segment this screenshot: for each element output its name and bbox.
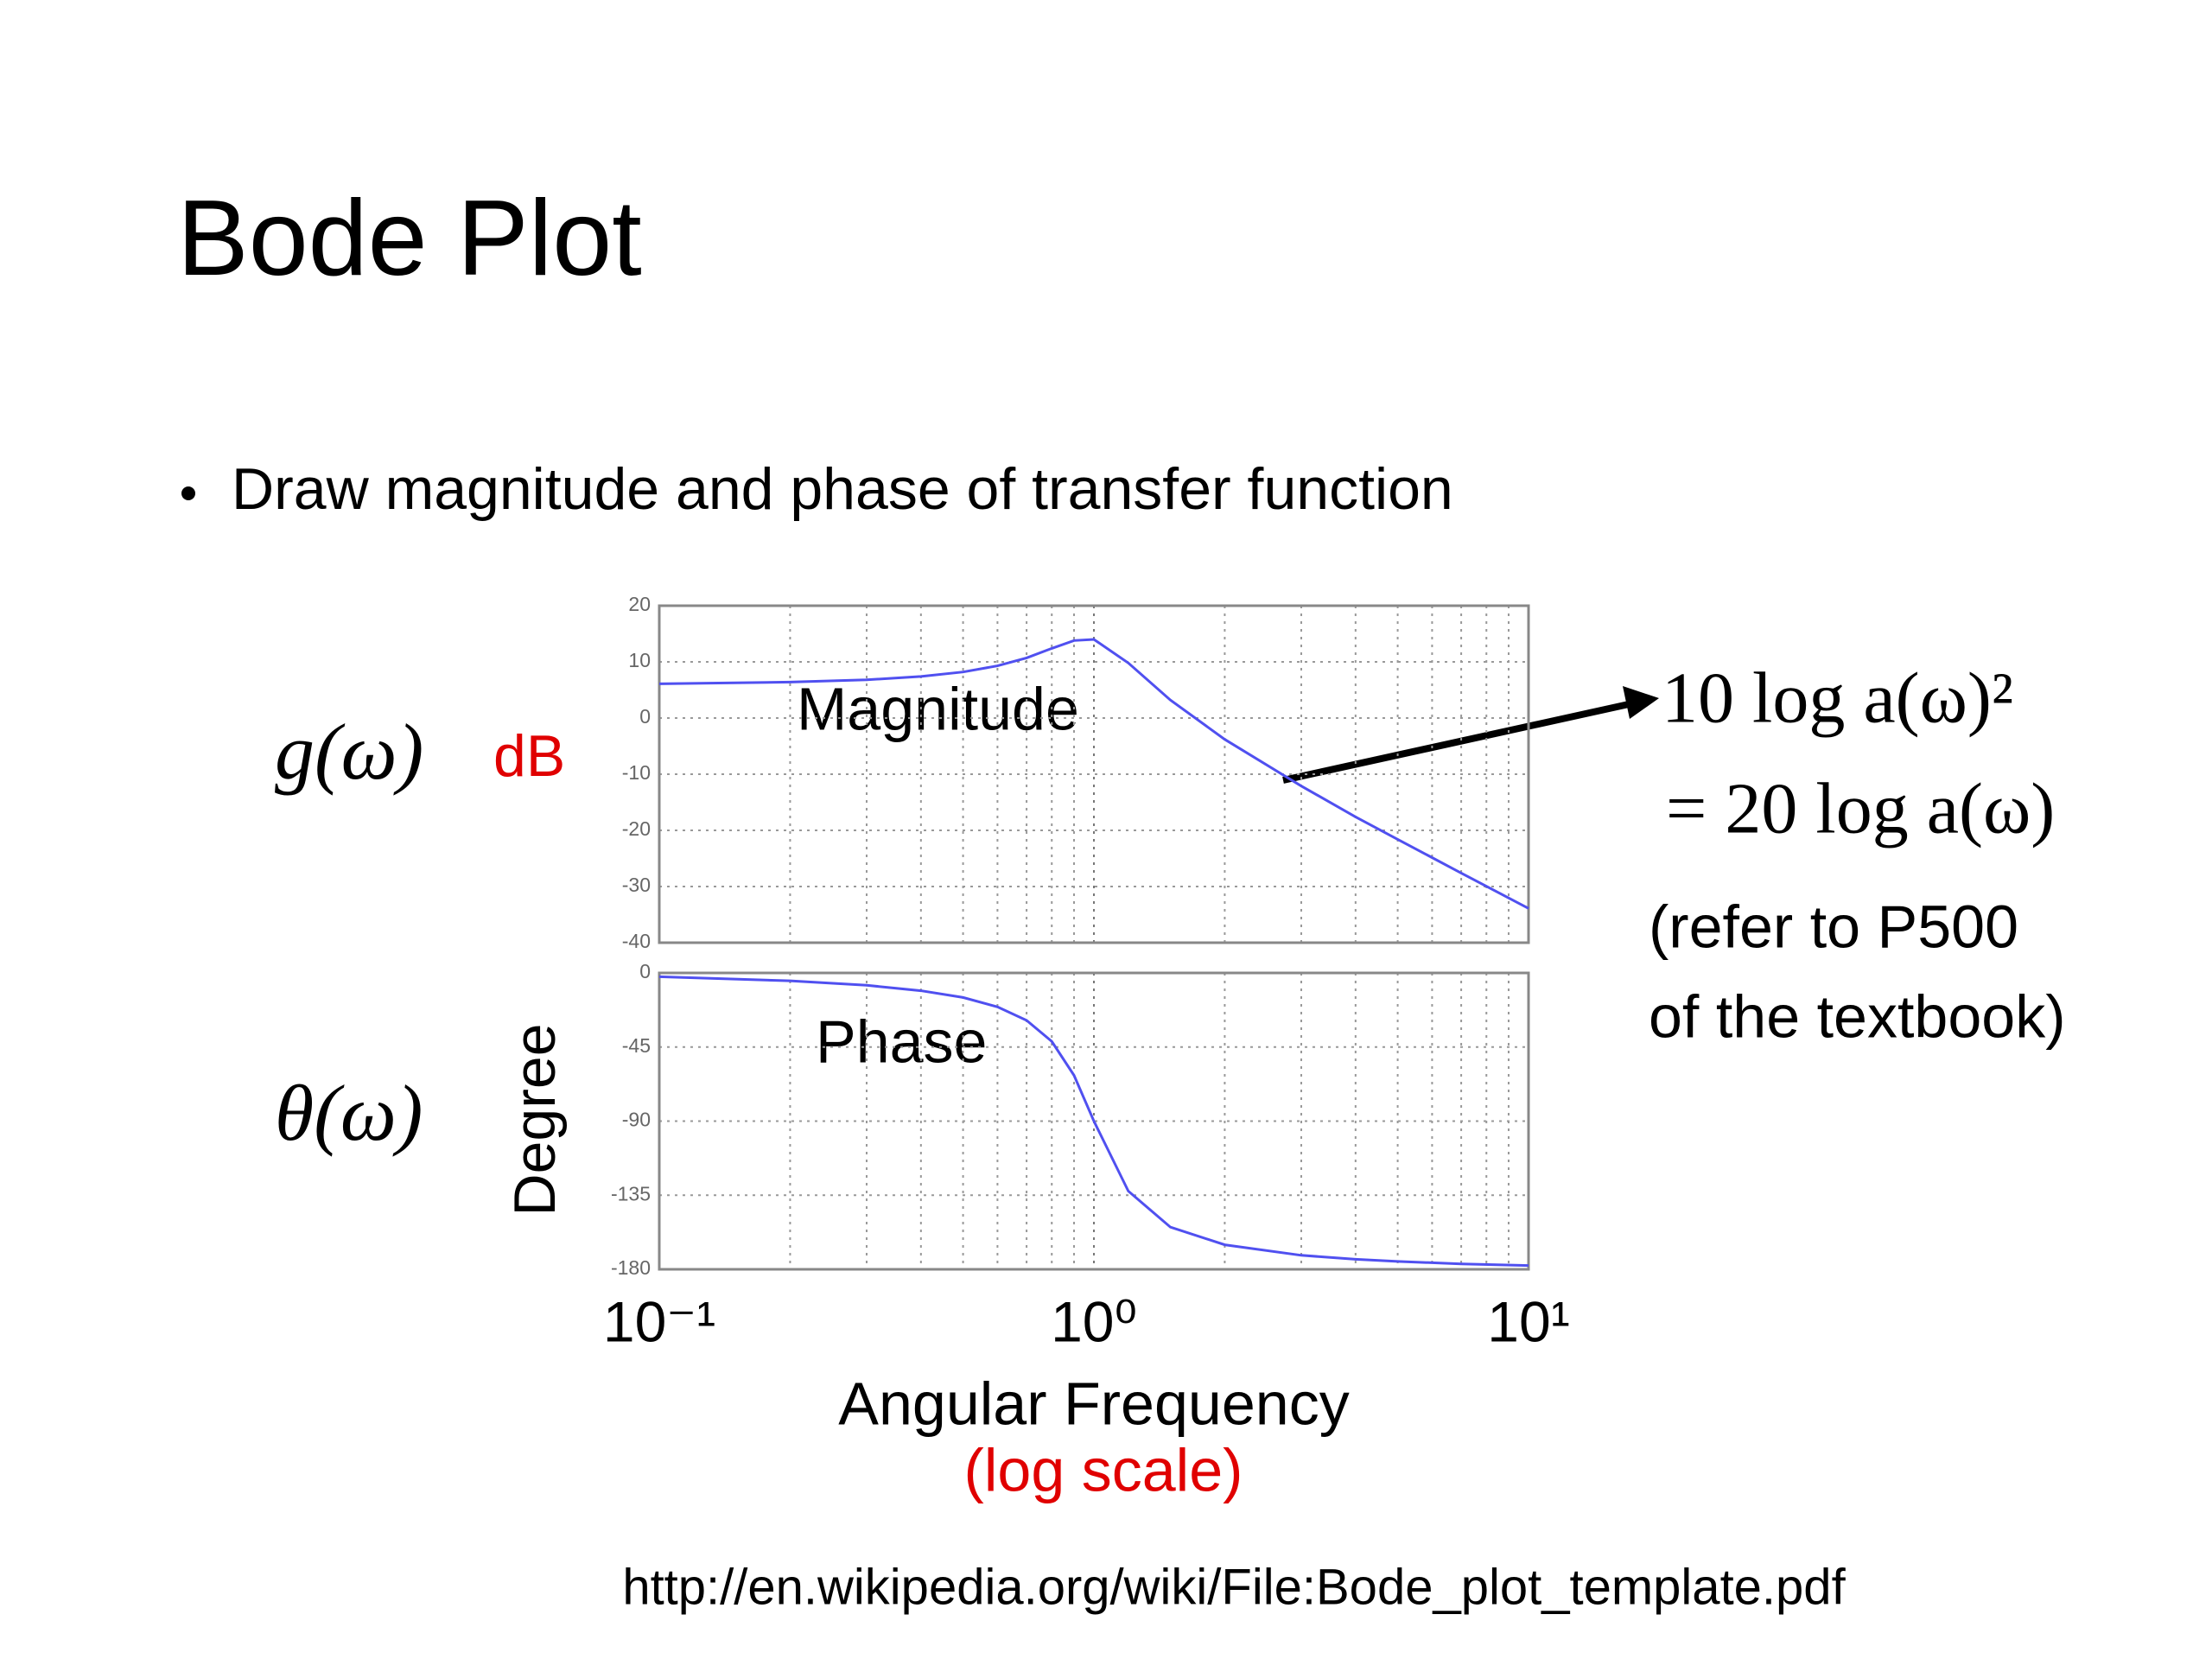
slide-title: Bode Plot: [177, 179, 642, 298]
plot-frame: [658, 971, 1530, 1271]
data-line: [658, 975, 1529, 1268]
annotation-arrow: [1282, 701, 1630, 784]
bullet-text: Draw magnitude and phase of transfer fun…: [232, 456, 1453, 522]
plot-frame: [658, 604, 1530, 944]
magnitude-symbol: g(ω): [275, 708, 423, 796]
equation-line: = 20 log a(ω): [1666, 768, 2055, 849]
magnitude-annotation: Magnitude: [797, 675, 1079, 742]
source-url: http://en.wikipedia.org/wiki/File:Bode_p…: [622, 1559, 1846, 1615]
y-tick-label: -135: [611, 1182, 651, 1205]
bullet-dot: [181, 486, 195, 500]
phase-unit: Degree: [502, 1023, 568, 1216]
y-tick-label: -180: [611, 1256, 651, 1279]
x-tick-label: 10⁰: [1051, 1289, 1137, 1353]
phase-symbol: θ(ω): [275, 1069, 423, 1157]
magnitude-unit: dB: [493, 723, 565, 789]
data-line: [658, 638, 1529, 910]
x-axis-note: (log scale): [964, 1436, 1243, 1503]
y-tick-label: 0: [639, 960, 651, 982]
y-tick-label: 10: [628, 649, 651, 671]
arrow-head: [1623, 686, 1659, 719]
y-tick-label: -10: [622, 761, 651, 784]
phase-annotation: Phase: [816, 1007, 987, 1075]
y-tick-label: -30: [622, 874, 651, 896]
equation-line: 10 log a(ω)²: [1662, 658, 2013, 738]
note-line: (refer to P500: [1649, 893, 2018, 960]
y-tick-label: -45: [622, 1034, 651, 1057]
y-tick-label: -40: [622, 930, 651, 952]
x-axis-label: Angular Frequency: [838, 1370, 1349, 1437]
note-line: of the textbook): [1649, 982, 2066, 1050]
x-tick-label: 10⁻¹: [603, 1289, 715, 1353]
y-tick-label: -90: [622, 1109, 651, 1131]
y-tick-label: 20: [628, 593, 651, 615]
y-tick-label: 0: [639, 705, 651, 728]
y-tick-label: -20: [622, 817, 651, 840]
x-tick-label: 10¹: [1487, 1289, 1569, 1353]
